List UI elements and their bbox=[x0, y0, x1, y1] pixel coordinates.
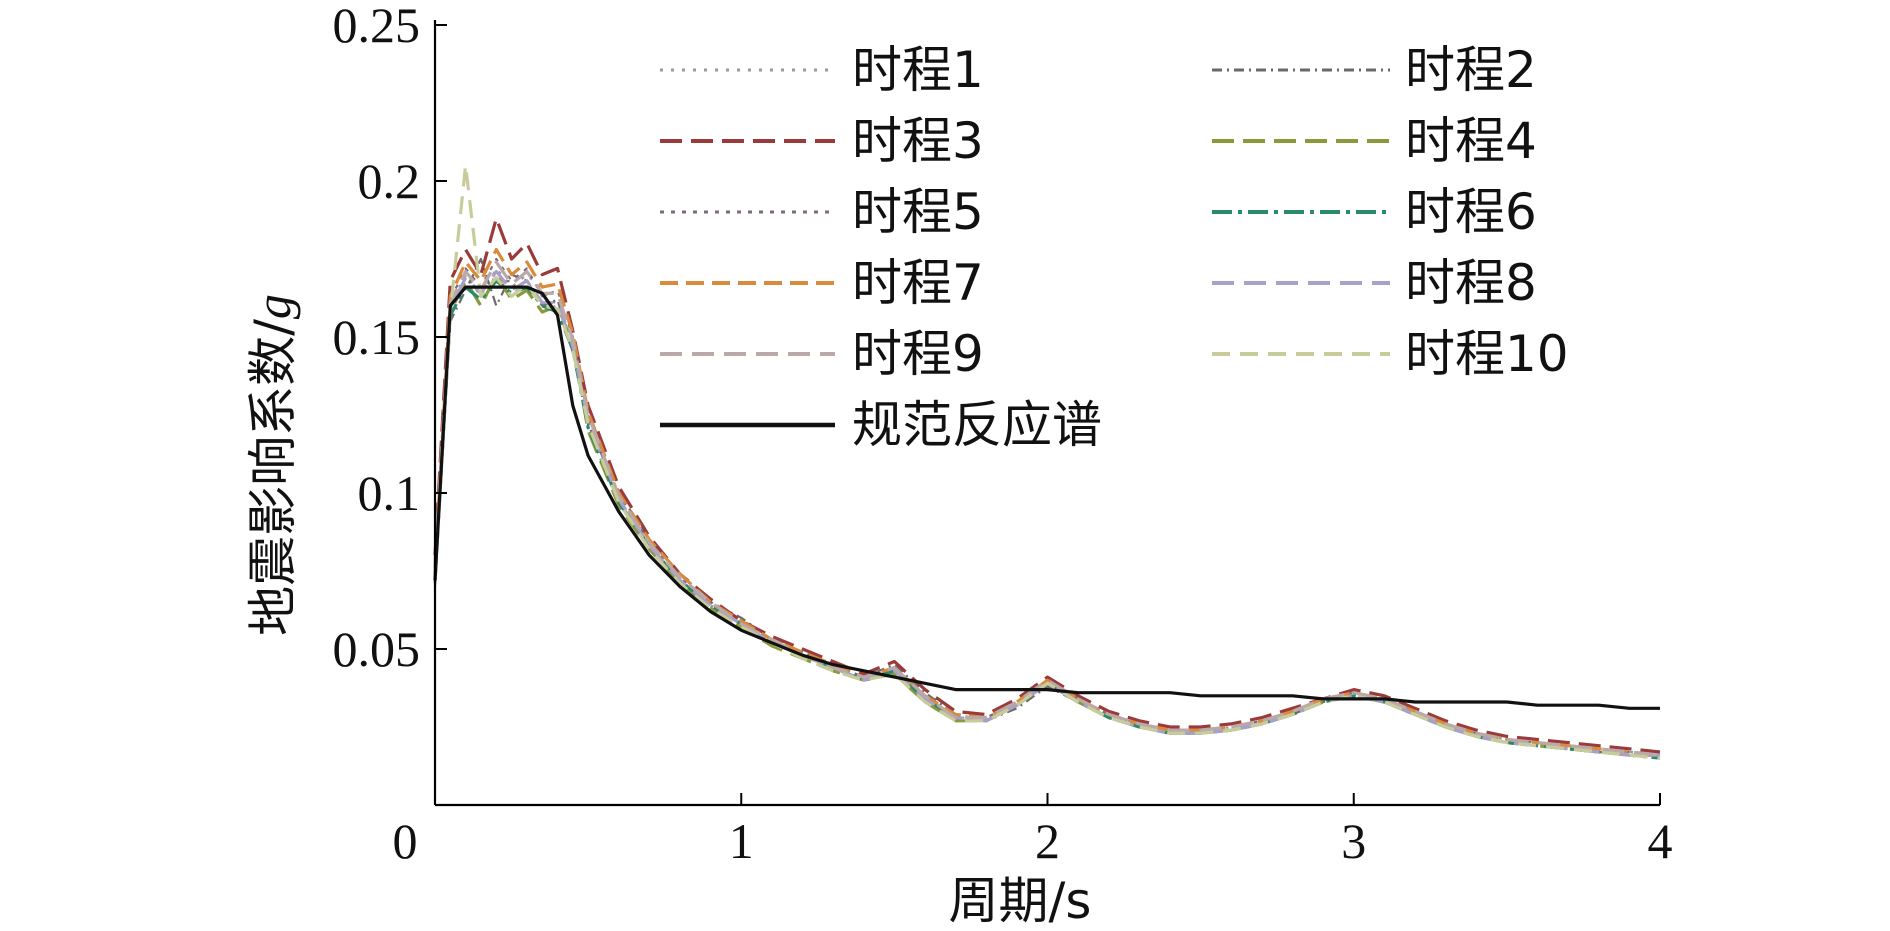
x-tick-label: 3 bbox=[1341, 813, 1366, 869]
y-tick-label: 0.1 bbox=[358, 465, 421, 521]
legend-label-3: 时程3 bbox=[852, 112, 984, 170]
y-tick-label: 0.2 bbox=[358, 153, 421, 209]
legend-label-7: 时程7 bbox=[852, 254, 984, 312]
legend-label-5: 时程5 bbox=[852, 183, 984, 241]
legend-label-10: 时程10 bbox=[1405, 325, 1569, 383]
legend-label-6: 时程6 bbox=[1405, 183, 1537, 241]
legend-label-4: 时程4 bbox=[1405, 112, 1537, 170]
x-tick-label: 4 bbox=[1648, 813, 1673, 869]
y-axis-title-unit: g bbox=[245, 294, 301, 319]
legend-label-1: 时程1 bbox=[852, 41, 984, 99]
y-tick-label: 0.15 bbox=[333, 309, 421, 365]
legend-label-11: 规范反应谱 bbox=[852, 396, 1102, 454]
x-tick-label: 2 bbox=[1035, 813, 1060, 869]
x-tick-label: 0 bbox=[393, 813, 418, 869]
ticks: 0 1 2 3 4 0.05 0.1 0.15 0.2 0.25 bbox=[333, 0, 1673, 869]
legend-label-9: 时程9 bbox=[852, 325, 984, 383]
y-axis-title-main: 地震影响系数/ bbox=[244, 319, 302, 636]
series-line-3 bbox=[433, 216, 1661, 754]
y-tick-label: 0.05 bbox=[333, 621, 421, 677]
legend: 时程1 时程2 时程3 时程4 时程5 时程6 时程7 时程8 时程9 时程10 规范反应谱 bbox=[660, 41, 1569, 454]
x-axis-title: 周期/s bbox=[949, 872, 1092, 930]
series-line-10 bbox=[433, 163, 1661, 760]
series-line-11 bbox=[433, 285, 1660, 710]
x-tick-label: 1 bbox=[729, 813, 754, 869]
y-axis-title: 地震影响系数/g bbox=[244, 294, 302, 636]
plot-lines bbox=[433, 163, 1661, 760]
legend-label-2: 时程2 bbox=[1405, 41, 1537, 99]
series-line-9 bbox=[433, 260, 1661, 757]
y-tick-label: 0.25 bbox=[333, 0, 421, 53]
legend-label-8: 时程8 bbox=[1405, 254, 1537, 312]
